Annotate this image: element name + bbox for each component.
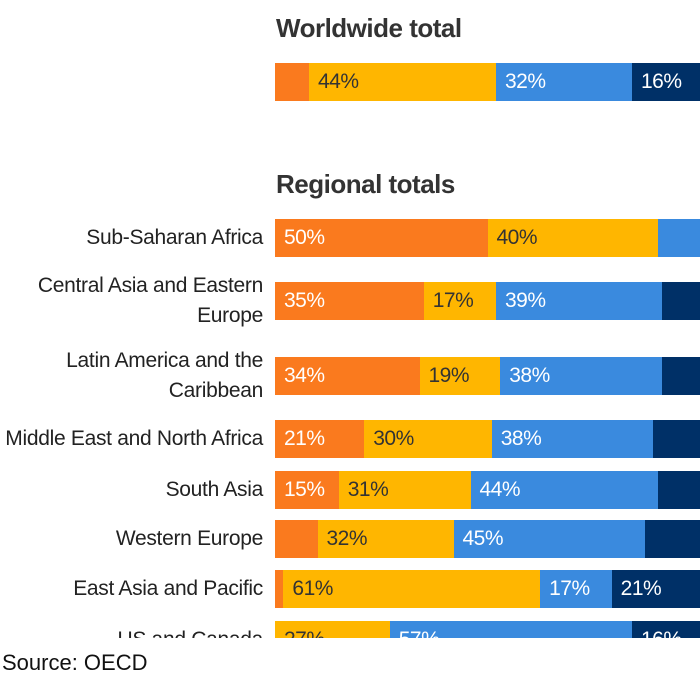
data-label: 32% (505, 70, 546, 93)
data-label: 45% (462, 527, 504, 550)
worldwide-segment-4: 16% (632, 63, 700, 101)
region-label: South Asia (165, 478, 264, 501)
data-label: 38% (500, 427, 542, 450)
region-label: Central Asia and Eastern Europe (37, 274, 263, 327)
data-label: 17% (432, 289, 474, 312)
data-label: 34% (284, 364, 325, 387)
data-label: 31% (347, 478, 389, 501)
region-segment-3: 17% (540, 570, 612, 608)
region-bar: 32% 45% (275, 520, 700, 558)
worldwide-segment-2: 44% (309, 63, 496, 101)
region-segment-1: 35% (275, 282, 424, 320)
region-segment-1: 34% (275, 357, 420, 395)
data-label: 32% (326, 527, 368, 550)
data-label: 16% (641, 70, 682, 93)
worldwide-segment-1 (275, 63, 309, 101)
region-bar: 21% 30% 38% (275, 420, 700, 458)
region-segment-1: 50% (275, 219, 488, 257)
region-segment-3: 39% (496, 282, 662, 320)
regional-title: Regional totals (276, 169, 455, 199)
data-label: 61% (292, 577, 333, 600)
data-label: 50% (284, 226, 325, 249)
region-bar: 50% 40% (275, 219, 700, 257)
region-segment-4 (653, 420, 700, 458)
data-label: 40% (496, 226, 538, 249)
region-segment-1 (275, 570, 284, 608)
region-segment-2: 32% (317, 520, 454, 558)
data-label: 39% (505, 289, 546, 312)
data-label: 44% (318, 70, 359, 93)
data-label: 17% (549, 577, 590, 600)
data-label: 21% (284, 427, 325, 450)
data-label: 44% (479, 478, 521, 501)
data-label: 30% (373, 427, 414, 450)
region-label: Middle East and North Africa (5, 427, 263, 450)
region-segment-3: 38% (491, 420, 654, 458)
data-label: 19% (428, 364, 470, 387)
region-segment-3: 38% (500, 357, 662, 395)
region-segment-1 (275, 520, 318, 558)
region-segment-1: 15% (275, 471, 339, 509)
region-segment-4 (644, 520, 700, 558)
region-segment-2: 30% (364, 420, 492, 458)
region-bar: 15% 31% 44% (275, 471, 700, 509)
region-segment-4 (661, 282, 700, 320)
region-bar: 35% 17% 39% (275, 282, 700, 320)
region-segment-4 (661, 357, 700, 395)
data-label: 38% (509, 364, 550, 387)
region-segment-3 (657, 219, 700, 257)
worldwide-bar: 44% 32% 16% (275, 63, 700, 101)
data-label: 15% (284, 478, 325, 501)
region-segment-2: 19% (419, 357, 501, 395)
region-label: Western Europe (115, 527, 263, 550)
region-segment-2: 17% (423, 282, 496, 320)
region-bar: 61% 17% 21% (275, 570, 700, 608)
region-segment-1: 21% (275, 420, 365, 458)
worldwide-segment-3: 32% (496, 63, 632, 101)
region-segment-2: 40% (487, 219, 658, 257)
region-segment-3: 45% (453, 520, 645, 558)
data-label: 21% (620, 577, 662, 600)
region-segment-2: 61% (283, 570, 541, 608)
region-bar: 34% 19% 38% (275, 357, 700, 395)
region-label: East Asia and Pacific (73, 577, 263, 600)
worldwide-title: Worldwide total (276, 13, 462, 43)
region-segment-2: 31% (338, 471, 471, 509)
region-segment-4: 21% (611, 570, 700, 608)
region-segment-3: 44% (470, 471, 658, 509)
region-segment-4 (657, 471, 700, 509)
data-label: 35% (284, 289, 325, 312)
bottom-mask (0, 638, 700, 700)
source-note: Source: OECD (2, 650, 148, 675)
region-label: Sub-Saharan Africa (86, 226, 263, 249)
region-label: Latin America and the Caribbean (66, 349, 263, 402)
